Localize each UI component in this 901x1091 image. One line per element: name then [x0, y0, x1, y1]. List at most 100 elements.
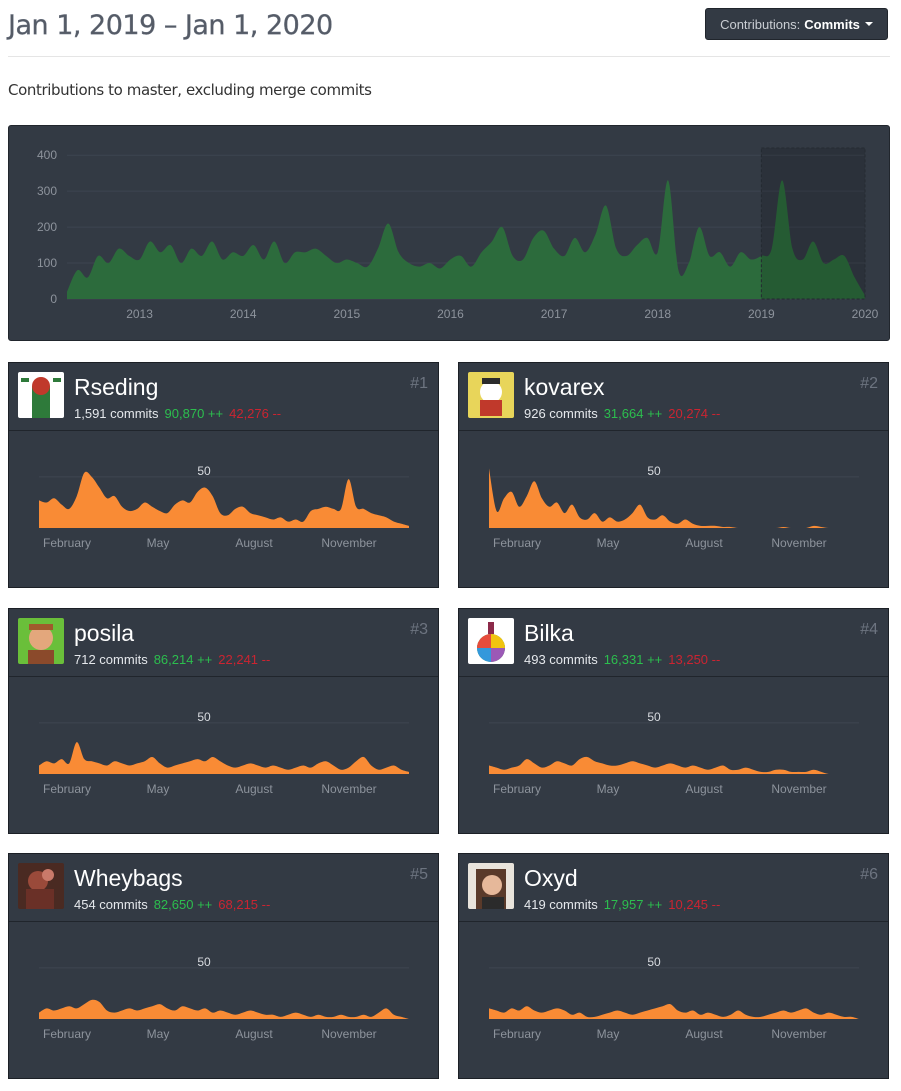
dropdown-value: Commits	[804, 16, 860, 32]
card-divider	[459, 921, 888, 922]
contributions-dropdown[interactable]: Contributions: Commits	[705, 8, 888, 40]
contributor-stats: 419 commits 17,957 ++ 10,245 --	[524, 897, 720, 912]
contributions-subtitle: Contributions to master, excluding merge…	[8, 81, 372, 99]
contributor-area	[39, 742, 409, 774]
overview-chart-svg[interactable]: 0 100 200 300 400 2013 2014 2015 2016 2017 2018 201…	[9, 126, 891, 342]
contributor-x-tick: May	[147, 536, 170, 550]
contributor-card: kovarex 926 commits 31,664 ++ 20,274 -- #2…	[458, 362, 889, 588]
commit-count[interactable]: 454 commits	[74, 897, 148, 912]
dropdown-prefix: Contributions:	[720, 16, 801, 32]
overview-area	[67, 180, 865, 299]
contributor-x-tick: November	[321, 536, 376, 550]
contributor-x-tick: November	[771, 782, 826, 796]
contributor-card: Rseding 1,591 commits 90,870 ++ 42,276 -- …	[8, 362, 439, 588]
contributor-x-tick: February	[493, 536, 541, 550]
contributor-stats: 493 commits 16,331 ++ 13,250 --	[524, 652, 720, 667]
contributor-x-tick: February	[43, 782, 91, 796]
contributor-name[interactable]: Oxyd	[524, 865, 578, 891]
commit-count[interactable]: 712 commits	[74, 652, 148, 667]
contributor-card: posila 712 commits 86,214 ++ 22,241 -- #3 …	[8, 608, 439, 834]
commit-count[interactable]: 926 commits	[524, 406, 598, 421]
contributor-x-tick: May	[147, 782, 170, 796]
contributor-area	[489, 468, 859, 528]
contributor-stats: 454 commits 82,650 ++ 68,215 --	[74, 897, 270, 912]
additions-count: 86,214 ++	[153, 652, 213, 667]
avatar[interactable]	[468, 618, 514, 664]
contributor-x-tick: May	[597, 536, 620, 550]
contributor-chart[interactable]: 50 February May August November	[459, 363, 890, 589]
contributor-x-tick: November	[771, 536, 826, 550]
contributor-y-tick: 50	[197, 710, 211, 724]
overview-x-tick: 2015	[333, 307, 360, 321]
overview-x-tick: 2017	[541, 307, 568, 321]
overview-x-tick: 2020	[852, 307, 879, 321]
contributor-x-tick: May	[597, 782, 620, 796]
overview-x-tick: 2019	[748, 307, 775, 321]
contributor-x-tick: August	[685, 1027, 723, 1041]
overview-x-tick: 2014	[230, 307, 257, 321]
contributor-chart[interactable]: 50 February May August November	[9, 854, 440, 1080]
avatar[interactable]	[468, 863, 514, 909]
contributor-y-tick: 50	[647, 955, 661, 969]
contributor-x-tick: August	[235, 536, 273, 550]
header-divider	[8, 56, 890, 57]
contributor-x-tick: November	[321, 1027, 376, 1041]
contributor-stats: 712 commits 86,214 ++ 22,241 --	[74, 652, 270, 667]
contributor-x-tick: November	[771, 1027, 826, 1041]
additions-count: 17,957 ++	[603, 897, 663, 912]
overview-y-tick: 0	[50, 292, 57, 306]
contributor-y-tick: 50	[647, 710, 661, 724]
commit-count[interactable]: 493 commits	[524, 652, 598, 667]
contributor-x-tick: May	[147, 1027, 170, 1041]
additions-count: 16,331 ++	[603, 652, 663, 667]
contributor-name[interactable]: Rseding	[74, 374, 159, 400]
contributor-card: Oxyd 419 commits 17,957 ++ 10,245 -- #6 50…	[458, 853, 889, 1079]
overview-x-tick: 2018	[644, 307, 671, 321]
rank-badge: #5	[410, 866, 428, 883]
deletions-count: 10,245 --	[668, 897, 721, 912]
avatar[interactable]	[18, 863, 64, 909]
deletions-count: 22,241 --	[218, 652, 271, 667]
avatar[interactable]	[18, 618, 64, 664]
contributor-x-tick: February	[43, 536, 91, 550]
rank-badge: #6	[860, 866, 878, 883]
commit-count[interactable]: 419 commits	[524, 897, 598, 912]
contributor-stats: 926 commits 31,664 ++ 20,274 --	[524, 406, 720, 421]
contributor-x-tick: August	[235, 782, 273, 796]
contributor-name[interactable]: kovarex	[524, 374, 605, 400]
overview-x-tick: 2016	[437, 307, 464, 321]
rank-badge: #2	[860, 375, 878, 392]
contributor-x-tick: May	[597, 1027, 620, 1041]
deletions-count: 42,276 --	[229, 406, 282, 421]
contributor-x-tick: February	[43, 1027, 91, 1041]
additions-count: 31,664 ++	[603, 406, 663, 421]
deletions-count: 68,215 --	[218, 897, 271, 912]
contributor-name[interactable]: Bilka	[524, 620, 574, 646]
contributor-name[interactable]: Wheybags	[74, 865, 183, 891]
avatar[interactable]	[18, 372, 64, 418]
contributor-chart[interactable]: 50 February May August November	[9, 609, 440, 835]
contributor-chart[interactable]: 50 February May August November	[9, 363, 440, 589]
avatar[interactable]	[468, 372, 514, 418]
additions-count: 90,870 ++	[164, 406, 224, 421]
rank-badge: #3	[410, 621, 428, 638]
contributor-name[interactable]: posila	[74, 620, 135, 646]
overview-x-tick: 2013	[126, 307, 153, 321]
card-divider	[459, 430, 888, 431]
card-divider	[9, 676, 438, 677]
contributor-x-tick: February	[493, 782, 541, 796]
contributor-chart[interactable]: 50 February May August November	[459, 609, 890, 835]
overview-y-tick: 100	[37, 256, 57, 270]
rank-badge: #1	[410, 375, 428, 392]
contributor-area	[39, 471, 409, 528]
card-divider	[459, 676, 888, 677]
contributor-chart[interactable]: 50 February May August November	[459, 854, 890, 1080]
contributor-x-tick: August	[685, 536, 723, 550]
contributor-y-tick: 50	[647, 464, 661, 478]
card-divider	[9, 921, 438, 922]
contributor-x-tick: February	[493, 1027, 541, 1041]
contributor-card: Wheybags 454 commits 82,650 ++ 68,215 -- #…	[8, 853, 439, 1079]
overview-chart[interactable]: 0 100 200 300 400 2013 2014 2015 2016 2017 2018 201…	[8, 125, 890, 341]
commit-count[interactable]: 1,591 commits	[74, 406, 159, 421]
overview-selection-brush[interactable]	[760, 147, 866, 300]
